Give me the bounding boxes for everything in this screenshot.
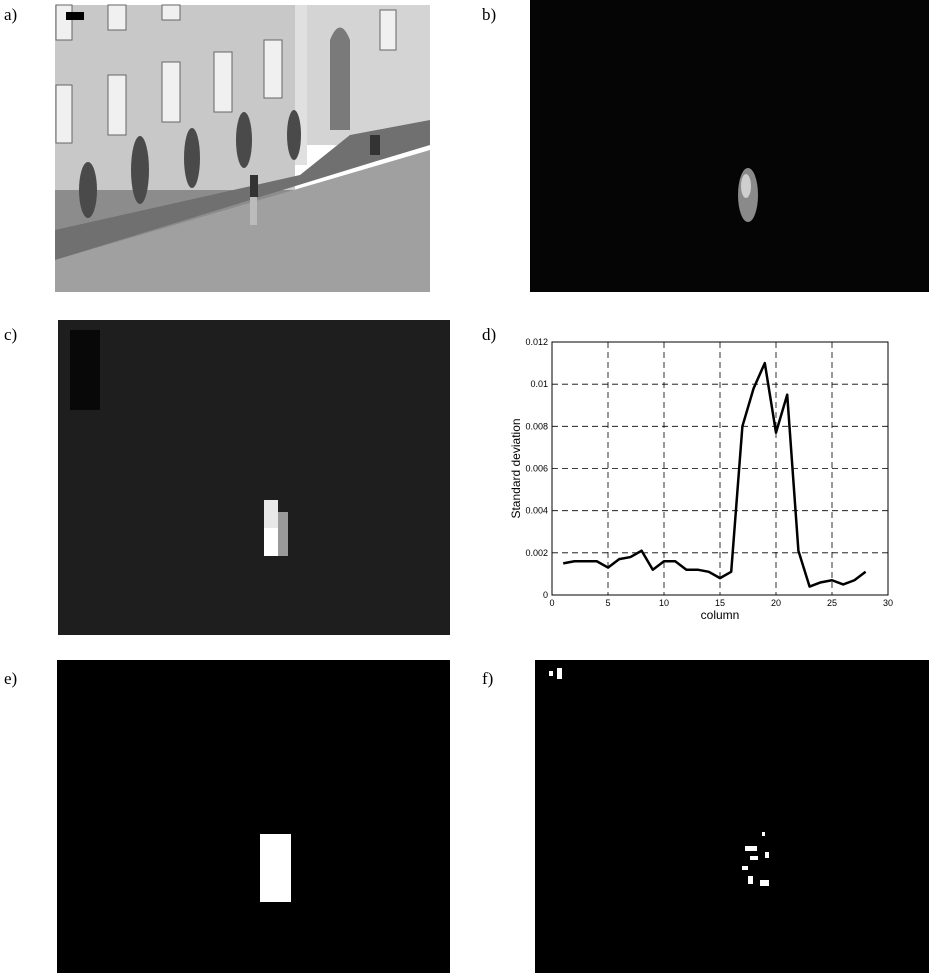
y-tick-label: 0.006 (525, 464, 548, 474)
y-tick-label: 0.004 (525, 506, 548, 516)
image-e (57, 660, 450, 973)
image-c (58, 320, 450, 635)
y-tick-label: 0.008 (525, 421, 548, 431)
image-f (535, 660, 929, 973)
panel-label: d) (482, 325, 496, 344)
panel-label: e) (4, 669, 17, 688)
image-b (530, 0, 929, 292)
x-axis-label: column (701, 608, 740, 622)
x-tick-label: 20 (771, 598, 781, 608)
y-tick-label: 0.01 (530, 379, 548, 389)
x-tick-label: 15 (715, 598, 725, 608)
chart-d: 0 0.002 0.004 0.006 0.008 0.01 0.012 0 5 10 15 20 25… (509, 337, 893, 622)
photo-a (55, 5, 430, 292)
panel-label: c) (4, 325, 17, 344)
x-tick-label: 10 (659, 598, 669, 608)
figure: a) b) c) d) e) f) (0, 0, 929, 973)
panel-label: f) (482, 669, 493, 688)
panel-label: b) (482, 5, 496, 24)
x-tick-label: 30 (883, 598, 893, 608)
y-tick-label: 0.012 (525, 337, 548, 347)
y-tick-label: 0.002 (525, 548, 548, 558)
x-tick-label: 5 (605, 598, 610, 608)
y-axis-label: Standard deviation (509, 418, 523, 518)
x-tick-label: 0 (549, 598, 554, 608)
x-tick-label: 25 (827, 598, 837, 608)
y-tick-label: 0 (543, 590, 548, 600)
panel-label: a) (4, 5, 17, 24)
